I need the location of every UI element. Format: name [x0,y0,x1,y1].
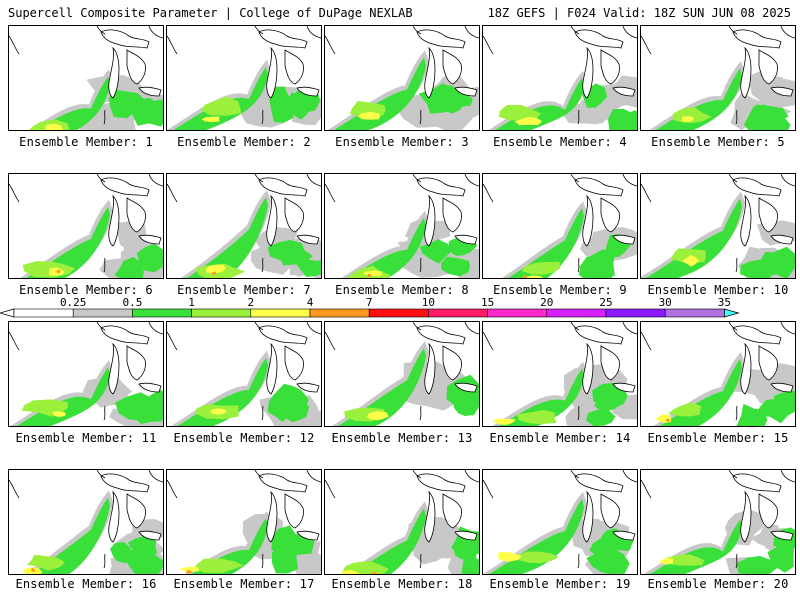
ensemble-member-label: Ensemble Member: 19 [489,577,631,591]
colorbar-segment [605,308,666,318]
ensemble-map-panel [640,469,796,575]
ensemble-map-panel [324,25,480,131]
scp-field-map [641,470,795,574]
ensemble-map-panel [640,25,796,131]
colorbar-segment [250,308,311,318]
ensemble-map-panel [482,173,638,279]
ensemble-map-panel [8,321,164,427]
colorbar-segment [546,308,607,318]
scp-field-map [483,26,637,130]
scp-field-map [167,26,321,130]
colorbar-tick-label: 2 [247,296,255,309]
scp-field-map [9,470,163,574]
ensemble-member-label: Ensemble Member: 6 [19,283,153,297]
scp-field-map [641,322,795,426]
colorbar-segment [664,308,725,318]
colorbar-segment [309,308,370,318]
ensemble-member-label: Ensemble Member: 12 [173,431,315,445]
ensemble-map-panel [8,469,164,575]
ensemble-map-panel [482,25,638,131]
ensemble-member-label: Ensemble Member: 14 [489,431,631,445]
colorbar-tick-label: 7 [365,296,373,309]
ensemble-map-panel [482,469,638,575]
ensemble-map-panel [324,321,480,427]
scp-field-map [483,470,637,574]
colorbar-tick-label: 25 [599,296,613,309]
colorbar-tick-label: 0.5 [122,296,143,309]
colorbar-low-arrow [0,308,15,318]
ensemble-map-panel [166,321,322,427]
ensemble-map-panel [166,469,322,575]
colorbar-segment [191,308,252,318]
ensemble-member-label: Ensemble Member: 1 [19,135,153,149]
ensemble-member-label: Ensemble Member: 15 [647,431,789,445]
scp-field-map [9,322,163,426]
ensemble-member-label: Ensemble Member: 11 [15,431,157,445]
ensemble-map-panel [640,321,796,427]
ensemble-member-label: Ensemble Member: 7 [177,283,311,297]
colorbar-segment [72,308,133,318]
colorbar-segment [487,308,548,318]
scp-field-map [641,26,795,130]
ensemble-map-panel [166,25,322,131]
scp-field-map [167,174,321,278]
ensemble-map-panel [166,173,322,279]
ensemble-member-label: Ensemble Member: 10 [647,283,789,297]
ensemble-member-label: Ensemble Member: 16 [15,577,157,591]
ensemble-map-panel [482,321,638,427]
colorbar [0,308,740,318]
scp-field-map [9,26,163,130]
colorbar-tick-label: 35 [717,296,732,309]
scp-field-map [167,322,321,426]
scp-field-map [325,322,479,426]
ensemble-member-label: Ensemble Member: 8 [335,283,469,297]
scp-field-map [641,174,795,278]
ensemble-map-panel [324,469,480,575]
valid-time: 18Z GEFS | F024 Valid: 18Z SUN JUN 08 20… [487,6,791,20]
colorbar-tick-label: 20 [540,296,554,309]
scp-field-map [325,174,479,278]
ensemble-member-label: Ensemble Member: 9 [493,283,627,297]
colorbar-tick-label: 1 [188,296,195,309]
ensemble-member-label: Ensemble Member: 5 [651,135,785,149]
scp-field-map [483,322,637,426]
colorbar-high-arrow [724,308,740,318]
colorbar-segment [132,308,192,318]
ensemble-map-panel [8,173,164,279]
ensemble-map-panel [640,173,796,279]
colorbar-tick-label: 30 [658,296,672,309]
scp-field-map [9,174,163,278]
colorbar-tick-label: 10 [421,296,436,309]
ensemble-member-label: Ensemble Member: 13 [331,431,473,445]
ensemble-member-label: Ensemble Member: 3 [335,135,469,149]
ensemble-member-label: Ensemble Member: 20 [647,577,789,591]
colorbar-tick-label: 4 [306,296,314,309]
colorbar-tick-label: 0.25 [59,296,87,309]
scp-field-map [325,26,479,130]
ensemble-member-label: Ensemble Member: 2 [177,135,311,149]
colorbar-tick-label: 15 [480,296,495,309]
scp-field-map [483,174,637,278]
colorbar-segment [428,308,488,318]
scp-field-map [325,470,479,574]
scp-field-map [167,470,321,574]
ensemble-member-label: Ensemble Member: 4 [493,135,627,149]
map-title: Supercell Composite Parameter | College … [8,6,413,20]
ensemble-map-panel [8,25,164,131]
ensemble-member-label: Ensemble Member: 17 [173,577,315,591]
ensemble-member-label: Ensemble Member: 18 [331,577,473,591]
ensemble-map-panel [324,173,480,279]
colorbar-segment [368,308,429,318]
colorbar-segment [13,308,74,318]
